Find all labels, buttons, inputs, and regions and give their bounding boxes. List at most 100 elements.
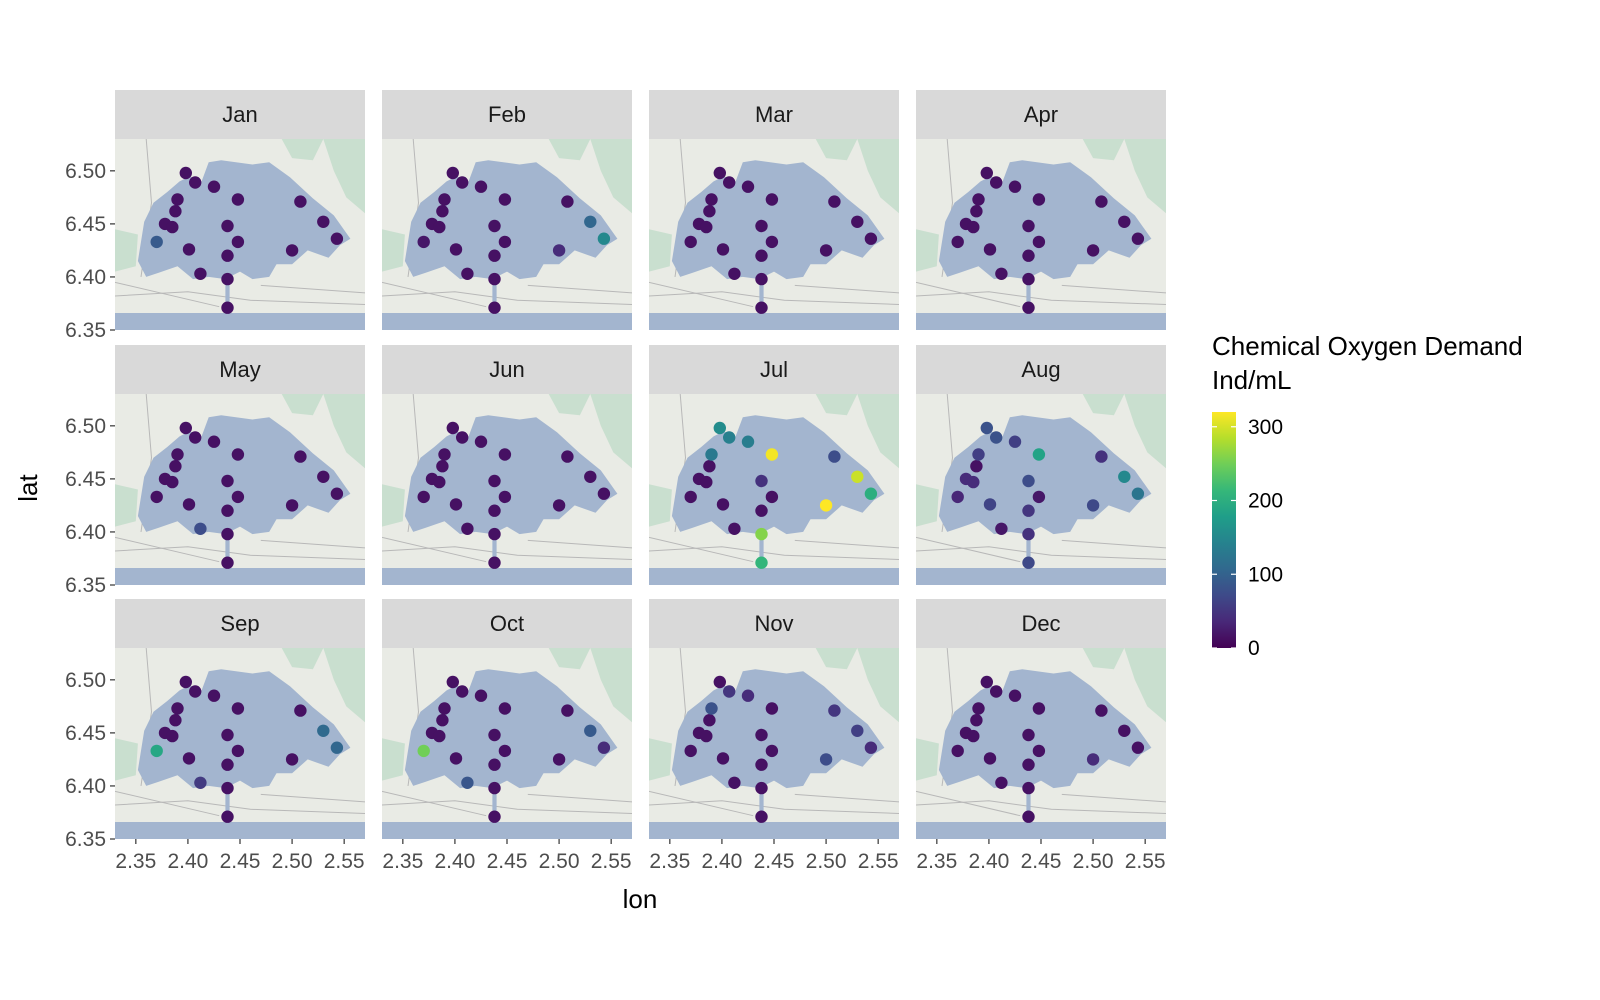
data-point	[716, 752, 730, 765]
data-point	[171, 702, 184, 715]
data-point	[231, 490, 245, 504]
data-point	[221, 810, 234, 823]
data-point	[755, 249, 768, 262]
basemap	[115, 394, 365, 585]
facet-panel: Jun	[382, 345, 632, 585]
data-point	[1032, 193, 1046, 206]
data-point	[1095, 195, 1108, 208]
facet-strip-label: Sep	[220, 611, 259, 636]
data-point	[488, 249, 501, 262]
data-point	[171, 193, 184, 206]
legend-title-line2: Ind/mL	[1212, 365, 1292, 395]
x-tick-label: 2.40	[701, 850, 742, 873]
x-tick-label: 2.55	[1125, 850, 1166, 873]
data-point	[995, 522, 1008, 535]
data-point	[723, 431, 736, 444]
facet-panel: Aug	[916, 345, 1166, 585]
color-legend: Chemical Oxygen Demand Ind/mL 0 100 200 300	[1212, 331, 1523, 660]
data-point	[498, 235, 512, 249]
facet-strip	[382, 345, 632, 394]
data-point	[1032, 490, 1046, 504]
data-point	[970, 205, 983, 218]
data-point	[1131, 741, 1145, 754]
data-point	[221, 301, 234, 314]
data-point	[488, 474, 501, 488]
facet-strip	[916, 345, 1166, 394]
data-point	[488, 758, 501, 771]
x-tick-label: 2.50	[1073, 850, 1114, 873]
data-point	[755, 556, 768, 569]
facet-strip	[649, 90, 899, 139]
basemap	[916, 394, 1166, 585]
x-tick-label: 2.40	[167, 850, 208, 873]
x-axis-title: lon	[623, 884, 658, 914]
data-point	[552, 244, 566, 257]
data-point	[755, 301, 768, 314]
data-point	[728, 522, 741, 535]
data-point	[700, 220, 713, 234]
data-point	[449, 243, 463, 256]
data-point	[150, 744, 163, 758]
facet-strip-label: Aug	[1021, 357, 1060, 382]
x-tick-label: 2.40	[434, 850, 475, 873]
data-point	[1086, 244, 1100, 257]
data-point	[207, 180, 221, 193]
data-point	[488, 728, 501, 742]
facet-panel: Jan	[115, 90, 365, 330]
data-point	[436, 205, 449, 218]
data-point	[231, 744, 245, 758]
x-tick-label: 2.35	[115, 850, 156, 873]
data-point	[166, 475, 179, 489]
data-point	[317, 215, 330, 228]
data-point	[741, 689, 755, 702]
legend-colorbar	[1212, 412, 1236, 648]
data-point	[828, 704, 841, 717]
legend-tick-label: 0	[1248, 637, 1260, 660]
data-point	[703, 460, 716, 473]
data-point	[488, 527, 501, 541]
data-point	[488, 556, 501, 569]
data-point	[182, 498, 196, 511]
data-point	[1008, 180, 1022, 193]
data-point	[703, 205, 716, 218]
y-tick-label: 6.35	[65, 828, 106, 851]
data-point	[597, 741, 611, 754]
y-tick-label: 6.35	[65, 574, 106, 597]
data-point	[169, 205, 182, 218]
y-tick-label: 6.35	[65, 319, 106, 342]
y-tick-label: 6.40	[65, 266, 106, 289]
data-point	[498, 448, 512, 461]
data-point	[231, 235, 245, 249]
data-point	[433, 220, 446, 234]
data-point	[951, 744, 964, 758]
data-point	[1118, 724, 1131, 737]
data-point	[597, 487, 611, 500]
data-point	[1022, 810, 1035, 823]
data-point	[1086, 753, 1100, 766]
data-point	[972, 193, 985, 206]
data-point	[488, 781, 501, 795]
facet-strip	[649, 345, 899, 394]
data-point	[461, 776, 474, 789]
data-point	[456, 431, 469, 444]
data-point	[488, 810, 501, 823]
facet-strip-label: Apr	[1024, 102, 1058, 127]
data-point	[498, 193, 512, 206]
data-point	[561, 195, 574, 208]
x-tick-label: 2.55	[591, 850, 632, 873]
facet-panel: Dec	[916, 599, 1166, 839]
data-point	[755, 810, 768, 823]
data-point	[755, 219, 768, 233]
data-point	[436, 460, 449, 473]
data-point	[765, 448, 779, 461]
data-point	[995, 776, 1008, 789]
data-point	[716, 498, 730, 511]
data-point	[446, 421, 459, 435]
data-point	[983, 243, 997, 256]
data-point	[221, 272, 234, 286]
data-point	[194, 776, 207, 789]
x-tick-label: 2.35	[649, 850, 690, 873]
data-point	[231, 193, 245, 206]
data-point	[417, 490, 430, 504]
data-point	[1022, 219, 1035, 233]
